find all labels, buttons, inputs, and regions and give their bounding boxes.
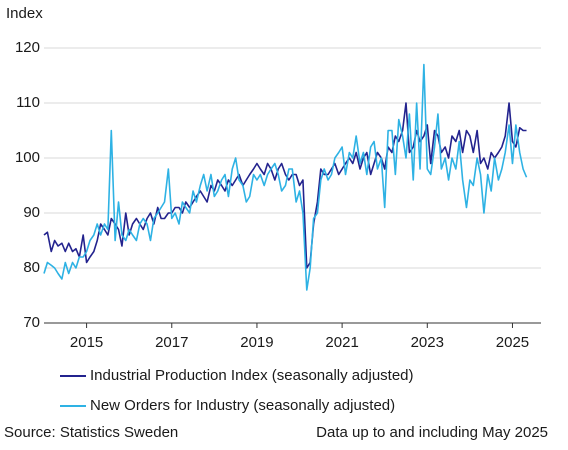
x-tick-label: 2021 [325, 334, 358, 351]
x-tick-label: 2023 [411, 334, 444, 351]
data-line [43, 63, 528, 291]
y-tick-label: 110 [16, 94, 40, 111]
x-tick-label: 2025 [496, 334, 529, 351]
y-axis-label: Index [6, 5, 43, 22]
data-line [43, 102, 527, 269]
legend-label: New Orders for Industry (seasonally adju… [90, 397, 395, 414]
y-tick-label: 70 [23, 314, 40, 331]
x-tick-label: 2019 [240, 334, 273, 351]
source: Source: Statistics Sweden [4, 424, 178, 441]
note: Data up to and including May 2025 [316, 424, 548, 441]
x-tick-label: 2017 [155, 334, 188, 351]
y-tick-label: 100 [15, 149, 40, 166]
legend-label: Industrial Production Index (seasonally … [90, 367, 414, 384]
y-tick-label: 90 [23, 204, 40, 221]
x-tick-label: 2015 [70, 334, 103, 351]
y-tick-label: 80 [23, 259, 40, 276]
y-tick-label: 120 [15, 39, 40, 56]
